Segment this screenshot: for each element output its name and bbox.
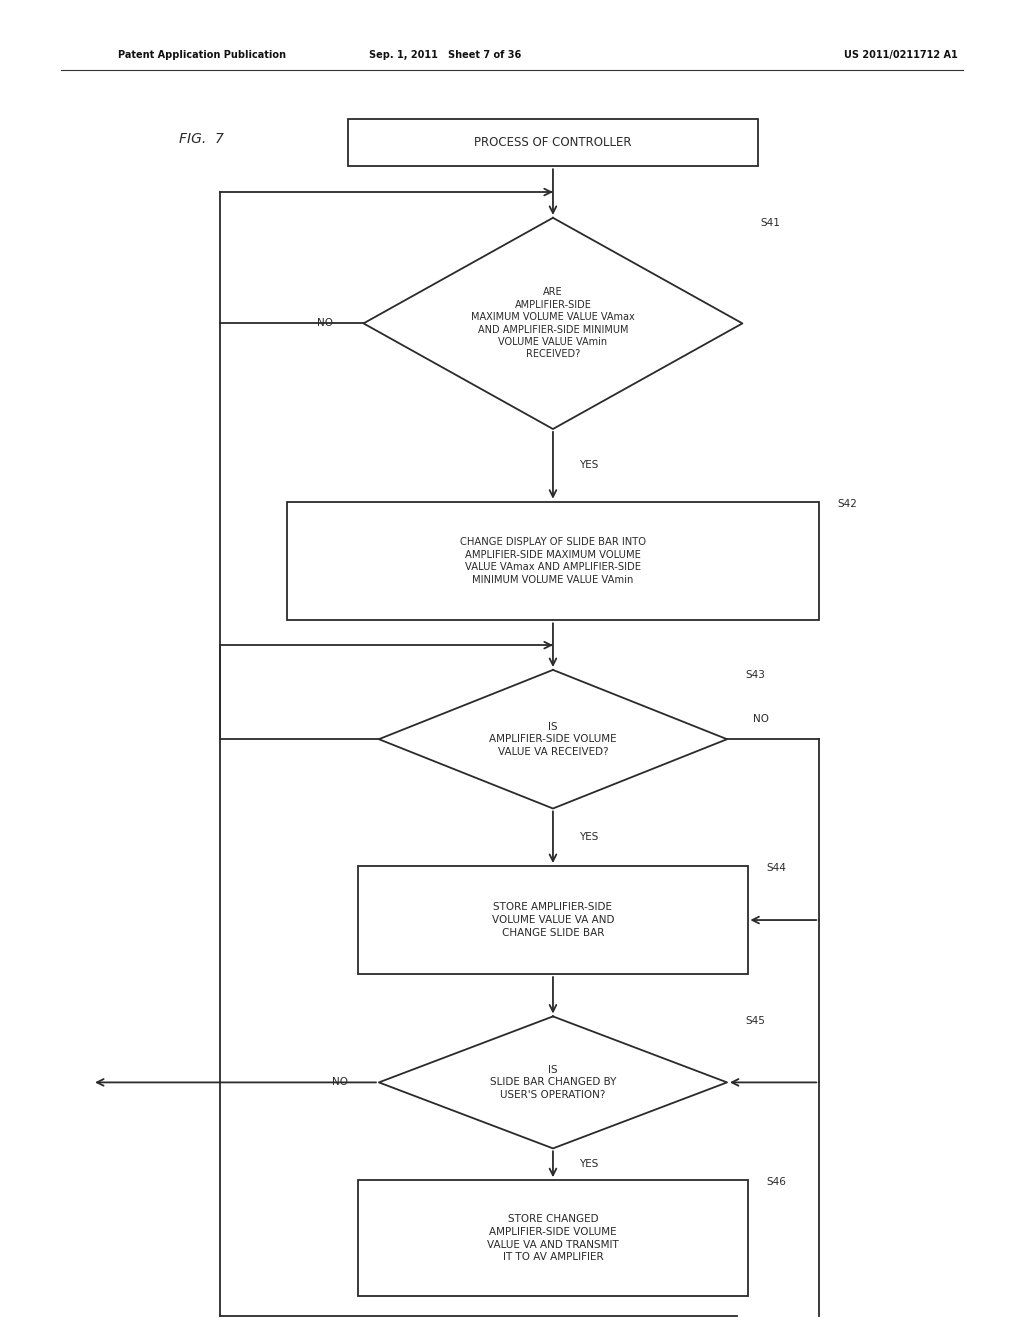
Text: PROCESS OF CONTROLLER: PROCESS OF CONTROLLER: [474, 136, 632, 149]
FancyBboxPatch shape: [358, 866, 748, 974]
Text: S43: S43: [745, 671, 765, 680]
Text: YES: YES: [579, 832, 598, 842]
Text: S42: S42: [838, 499, 857, 510]
Polygon shape: [364, 218, 742, 429]
Polygon shape: [379, 671, 727, 808]
Text: S44: S44: [766, 863, 785, 874]
FancyBboxPatch shape: [348, 119, 758, 166]
Polygon shape: [379, 1016, 727, 1148]
Text: US 2011/0211712 A1: US 2011/0211712 A1: [844, 50, 958, 61]
Text: IS
SLIDE BAR CHANGED BY
USER'S OPERATION?: IS SLIDE BAR CHANGED BY USER'S OPERATION…: [489, 1065, 616, 1100]
Text: ARE
AMPLIFIER-SIDE
MAXIMUM VOLUME VALUE VAmax
AND AMPLIFIER-SIDE MINIMUM
VOLUME : ARE AMPLIFIER-SIDE MAXIMUM VOLUME VALUE …: [471, 288, 635, 359]
Text: YES: YES: [579, 461, 598, 470]
Text: S46: S46: [766, 1177, 785, 1188]
Text: NO: NO: [753, 714, 769, 725]
Text: IS
AMPLIFIER-SIDE VOLUME
VALUE VA RECEIVED?: IS AMPLIFIER-SIDE VOLUME VALUE VA RECEIV…: [489, 722, 616, 756]
Text: CHANGE DISPLAY OF SLIDE BAR INTO
AMPLIFIER-SIDE MAXIMUM VOLUME
VALUE VAmax AND A: CHANGE DISPLAY OF SLIDE BAR INTO AMPLIFI…: [460, 537, 646, 585]
Text: S41: S41: [761, 218, 780, 228]
Text: YES: YES: [579, 1159, 598, 1170]
Text: STORE CHANGED
AMPLIFIER-SIDE VOLUME
VALUE VA AND TRANSMIT
IT TO AV AMPLIFIER: STORE CHANGED AMPLIFIER-SIDE VOLUME VALU…: [487, 1214, 618, 1262]
FancyBboxPatch shape: [287, 502, 819, 620]
FancyBboxPatch shape: [358, 1180, 748, 1296]
Text: Patent Application Publication: Patent Application Publication: [118, 50, 286, 61]
Text: S45: S45: [745, 1016, 765, 1027]
Text: NO: NO: [316, 318, 333, 329]
Text: NO: NO: [332, 1077, 348, 1088]
Text: Sep. 1, 2011   Sheet 7 of 36: Sep. 1, 2011 Sheet 7 of 36: [370, 50, 521, 61]
Text: STORE AMPLIFIER-SIDE
VOLUME VALUE VA AND
CHANGE SLIDE BAR: STORE AMPLIFIER-SIDE VOLUME VALUE VA AND…: [492, 903, 614, 937]
Text: FIG.  7: FIG. 7: [179, 132, 224, 145]
